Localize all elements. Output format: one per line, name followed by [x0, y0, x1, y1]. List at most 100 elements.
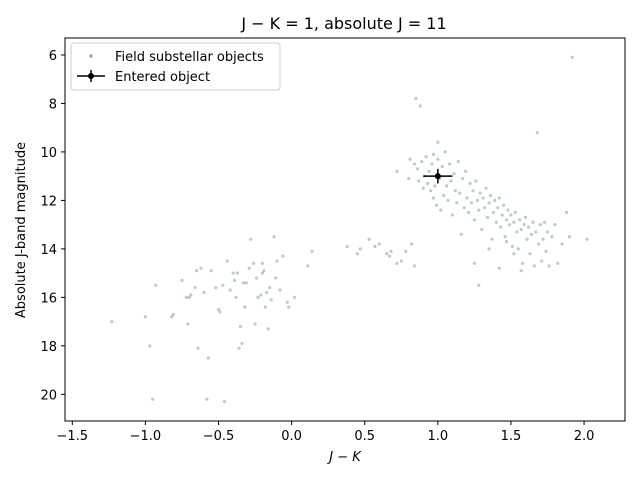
- scatter-point: [513, 210, 517, 215]
- scatter-point: [404, 249, 408, 253]
- scatter-point: [431, 152, 436, 156]
- scatter-point: [202, 290, 206, 295]
- scatter-point: [222, 400, 226, 404]
- scatter-point: [504, 240, 509, 244]
- scatter-point: [110, 320, 114, 324]
- scatter-point: [434, 203, 438, 207]
- x-axis-ticks: −1.5 −1.0 −0.5 0.0 0.5 1.0 1.5 2.0: [57, 421, 594, 444]
- scatter-point: [506, 208, 510, 212]
- y-tick-label: 20: [40, 388, 57, 403]
- scatter-point: [500, 213, 504, 217]
- x-tick-label: −1.0: [130, 429, 162, 444]
- scatter-point: [345, 244, 349, 249]
- scatter-point: [234, 295, 238, 299]
- scatter-point: [269, 298, 273, 302]
- legend-marker-entered-dot: [88, 73, 94, 79]
- scatter-point: [225, 259, 229, 263]
- y-tick-label: 14: [40, 243, 57, 258]
- scatter-point: [436, 157, 440, 161]
- scatter-point: [409, 242, 414, 246]
- scatter-point: [453, 189, 457, 193]
- scatter-point: [265, 290, 269, 295]
- scatter-point: [542, 220, 547, 224]
- scatter-point: [420, 160, 424, 164]
- scatter-point: [387, 254, 392, 258]
- scatter-point: [275, 259, 279, 263]
- scatter-point: [544, 249, 548, 253]
- scatter-point: [440, 164, 444, 169]
- scatter-point: [477, 283, 481, 287]
- scatter-point: [424, 155, 428, 159]
- scatter-point: [461, 176, 465, 181]
- scatter-point: [306, 264, 310, 268]
- scatter-point: [268, 286, 272, 290]
- scatter-point: [377, 242, 381, 246]
- scatter-point: [355, 252, 360, 256]
- scatter-point: [310, 249, 314, 253]
- scatter-point: [260, 261, 264, 266]
- scatter-point: [278, 288, 282, 292]
- scatter-point: [389, 249, 393, 253]
- entered-object-errorbar: [423, 168, 453, 184]
- scatter-point: [433, 184, 437, 188]
- plot-area: [65, 38, 625, 421]
- x-tick-label: 0.5: [354, 429, 375, 444]
- scatter-point: [560, 242, 564, 246]
- scatter-point: [205, 397, 209, 401]
- scatter-point: [252, 261, 256, 266]
- scatter-point: [231, 271, 235, 275]
- scatter-point: [497, 196, 501, 200]
- scatter-point: [292, 295, 297, 299]
- scatter-point: [477, 208, 481, 212]
- y-tick-label: 10: [40, 146, 57, 161]
- scatter-point: [373, 244, 377, 249]
- y-tick-label: 8: [49, 97, 57, 112]
- scatter-point: [143, 315, 148, 319]
- scatter-point: [553, 223, 557, 227]
- scatter-point: [471, 189, 475, 193]
- scatter-point: [209, 269, 213, 273]
- scatter-point: [547, 264, 551, 268]
- scatter-point: [483, 206, 487, 210]
- scatter-point: [485, 215, 490, 219]
- scatter-point: [550, 235, 554, 239]
- scatter-point: [418, 104, 422, 108]
- scatter-point: [272, 235, 276, 239]
- scatter-point: [412, 162, 417, 166]
- scatter-point: [585, 237, 589, 241]
- scatter-point: [148, 344, 152, 348]
- chart-title: J − K = 1, absolute J = 11: [240, 14, 446, 33]
- scatter-point: [472, 261, 476, 266]
- scatter-point: [260, 271, 264, 275]
- scatter-point: [564, 210, 569, 215]
- y-axis-ticks: 6 8 10 12 14 16 18 20: [40, 49, 65, 403]
- scatter-point: [196, 346, 200, 350]
- scatter-point: [443, 150, 447, 154]
- scatter-point: [243, 305, 247, 309]
- scatter-point: [474, 179, 478, 183]
- scatter-point: [447, 162, 452, 166]
- x-tick-label: 1.0: [428, 429, 449, 444]
- scatter-point: [446, 198, 450, 203]
- scatter-point: [487, 247, 491, 251]
- scatter-point: [358, 247, 362, 251]
- scatter-point: [263, 305, 267, 309]
- scatter-point: [287, 305, 291, 309]
- x-tick-label: 1.5: [501, 429, 522, 444]
- scatter-point: [186, 322, 190, 326]
- scatter-point: [496, 206, 500, 210]
- x-axis-label: J − K: [326, 450, 362, 465]
- scatter-point: [414, 97, 418, 101]
- scatter-point: [452, 172, 456, 176]
- scatter-point: [472, 218, 476, 222]
- y-tick-label: 12: [40, 194, 57, 209]
- scatter-point: [497, 266, 501, 270]
- scatter-point: [449, 179, 453, 183]
- scatter-point: [249, 237, 253, 241]
- scatter-point: [494, 220, 498, 224]
- scatter-point: [521, 261, 525, 266]
- scatter-point: [538, 223, 542, 227]
- scatter-point: [534, 230, 538, 234]
- legend-frame: [70, 42, 281, 91]
- scatter-point: [237, 346, 241, 350]
